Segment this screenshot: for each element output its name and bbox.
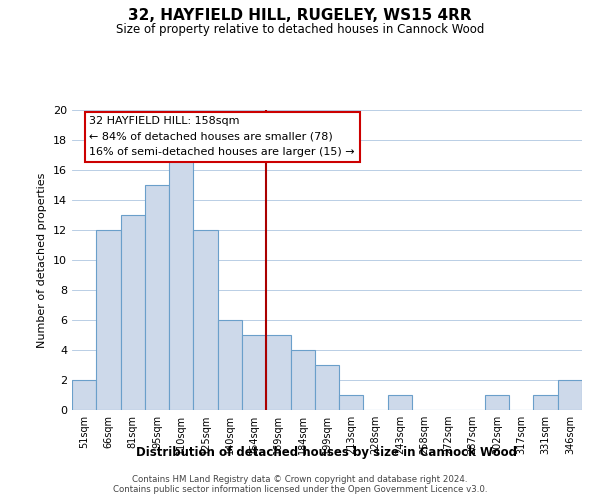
Bar [290,350,315,410]
Bar [145,185,169,410]
Y-axis label: Number of detached properties: Number of detached properties [37,172,47,348]
Bar [388,395,412,410]
Text: 32, HAYFIELD HILL, RUGELEY, WS15 4RR: 32, HAYFIELD HILL, RUGELEY, WS15 4RR [128,8,472,22]
Bar [169,155,193,410]
Bar [96,230,121,410]
Bar [315,365,339,410]
Text: Contains public sector information licensed under the Open Government Licence v3: Contains public sector information licen… [113,486,487,494]
Bar [72,380,96,410]
Bar [121,215,145,410]
Text: Contains HM Land Registry data © Crown copyright and database right 2024.: Contains HM Land Registry data © Crown c… [132,474,468,484]
Bar [242,335,266,410]
Bar [485,395,509,410]
Text: Size of property relative to detached houses in Cannock Wood: Size of property relative to detached ho… [116,22,484,36]
Text: Distribution of detached houses by size in Cannock Wood: Distribution of detached houses by size … [137,446,517,459]
Text: 32 HAYFIELD HILL: 158sqm
← 84% of detached houses are smaller (78)
16% of semi-d: 32 HAYFIELD HILL: 158sqm ← 84% of detach… [89,116,355,157]
Bar [533,395,558,410]
Bar [558,380,582,410]
Bar [193,230,218,410]
Bar [218,320,242,410]
Bar [266,335,290,410]
Bar [339,395,364,410]
